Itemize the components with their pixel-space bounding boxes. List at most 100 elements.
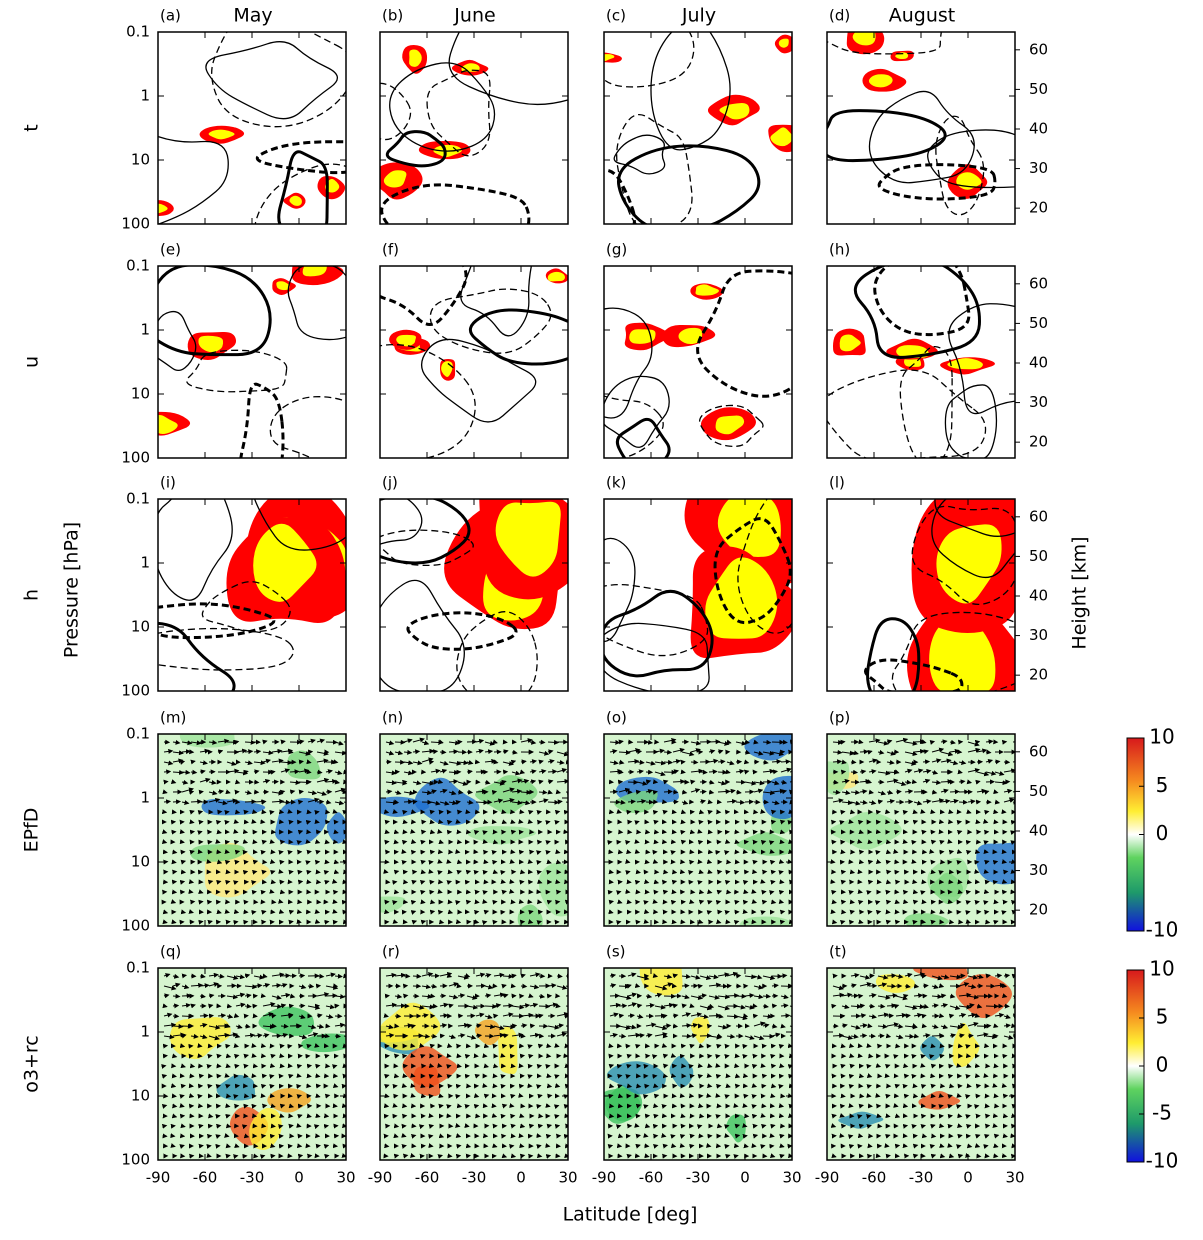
vector-arrow	[673, 872, 676, 873]
vector-arrow	[200, 996, 205, 997]
vector-arrow	[646, 922, 648, 923]
y2-tick-label: 30	[1029, 159, 1048, 177]
y2-tick-label: 60	[1029, 507, 1048, 525]
vector-arrow	[887, 1155, 890, 1156]
vector-arrow	[905, 1066, 907, 1067]
y2-tick-label: 40	[1029, 119, 1048, 137]
vector-arrow	[227, 1096, 230, 1097]
vector-arrow	[485, 822, 487, 823]
vector-arrow	[610, 901, 613, 902]
x-tick-label: -60	[862, 1169, 887, 1187]
colorbar-tick-label: -10	[1146, 918, 1179, 942]
vector-arrow	[860, 821, 862, 822]
vector-arrow	[833, 761, 841, 762]
row-label: t	[21, 124, 43, 131]
vector-arrow	[281, 741, 285, 742]
colorbar-tick-label: 0	[1156, 821, 1169, 845]
vector-arrow	[851, 872, 854, 873]
vector-arrow	[326, 871, 328, 872]
vector-arrow	[530, 1125, 533, 1126]
vector-arrow	[404, 841, 406, 842]
x-tick-label: -30	[240, 1169, 265, 1187]
vector-arrow	[335, 1005, 339, 1006]
panel-label: (h)	[829, 241, 850, 259]
vector-arrow	[200, 1075, 203, 1076]
vector-arrow	[959, 852, 961, 853]
vector-arrow	[754, 902, 756, 903]
vector-arrow	[467, 771, 472, 772]
vector-arrow	[646, 1156, 649, 1157]
vector-arrow	[610, 872, 613, 873]
vector-arrow	[440, 922, 443, 923]
vector-arrow	[548, 1155, 550, 1156]
panel-label: (m)	[160, 709, 186, 727]
x-tick-label: -90	[815, 1169, 840, 1187]
vector-arrow	[335, 1036, 340, 1037]
vector-arrow	[335, 1086, 337, 1087]
vector-arrow	[772, 1055, 775, 1056]
vector-arrow	[772, 1125, 775, 1126]
y-axis-label: Pressure [hPa]	[61, 522, 83, 658]
vector-arrow	[772, 771, 777, 772]
y2-tick-label: 40	[1029, 353, 1048, 371]
vector-arrow	[173, 922, 176, 923]
vector-arrow	[476, 1096, 478, 1097]
vector-arrow	[494, 762, 498, 763]
vector-arrow	[772, 881, 775, 882]
vector-arrow	[673, 851, 675, 852]
vector-arrow	[1004, 1136, 1007, 1137]
vector-arrow	[833, 1035, 843, 1036]
vector-arrow	[530, 1055, 533, 1056]
vector-arrow	[628, 852, 631, 853]
vector-arrow	[842, 921, 845, 922]
vector-arrow	[317, 1116, 320, 1117]
y-tick-label: 100	[121, 682, 150, 700]
vector-arrow	[995, 861, 997, 862]
x-tick-label: -30	[462, 1169, 487, 1187]
vector-arrow	[995, 761, 1000, 762]
vector-arrow	[610, 812, 613, 813]
vector-arrow	[290, 812, 292, 813]
vector-arrow	[646, 862, 649, 863]
colorbar-tick-label: 10	[1149, 725, 1174, 749]
vector-arrow	[772, 985, 778, 986]
panel-label: (g)	[606, 241, 627, 259]
x-tick-label: -90	[592, 1169, 617, 1187]
vector-arrow	[833, 922, 836, 923]
vector-arrow	[272, 771, 275, 772]
vector-arrow	[887, 871, 890, 872]
vector-arrow	[413, 911, 415, 912]
vector-arrow	[833, 891, 836, 892]
vector-arrow	[923, 1026, 926, 1027]
vector-arrow	[272, 1066, 274, 1067]
y2-tick-label: 60	[1029, 274, 1048, 292]
vector-arrow	[986, 892, 988, 893]
vector-arrow	[548, 1086, 551, 1087]
vector-arrow	[610, 1145, 612, 1146]
vector-arrow	[173, 852, 176, 853]
vector-arrow	[431, 1125, 433, 1126]
vector-arrow	[619, 1085, 622, 1086]
vector-arrow	[530, 1045, 532, 1046]
vector-arrow	[950, 1095, 952, 1096]
vector-arrow	[245, 842, 247, 843]
colorbar-tick-label: 5	[1156, 1005, 1169, 1029]
panel-bg	[158, 32, 346, 224]
vector-arrow	[691, 1145, 694, 1146]
vector-arrow	[290, 771, 299, 772]
vector-arrow	[272, 842, 274, 843]
vector-arrow	[413, 1025, 415, 1026]
vector-arrow	[878, 1116, 881, 1117]
vector-arrow	[923, 985, 928, 986]
panel-bg	[604, 32, 792, 224]
vector-arrow	[772, 1156, 774, 1157]
vector-arrow	[878, 911, 880, 912]
vector-arrow	[386, 821, 389, 822]
panel-content	[158, 968, 356, 1160]
vector-arrow	[557, 1075, 559, 1076]
vector-arrow	[1004, 871, 1007, 872]
vector-arrow	[754, 1105, 756, 1106]
vector-arrow	[763, 911, 765, 912]
vector-arrow	[968, 1035, 973, 1036]
vector-arrow	[851, 1065, 854, 1066]
